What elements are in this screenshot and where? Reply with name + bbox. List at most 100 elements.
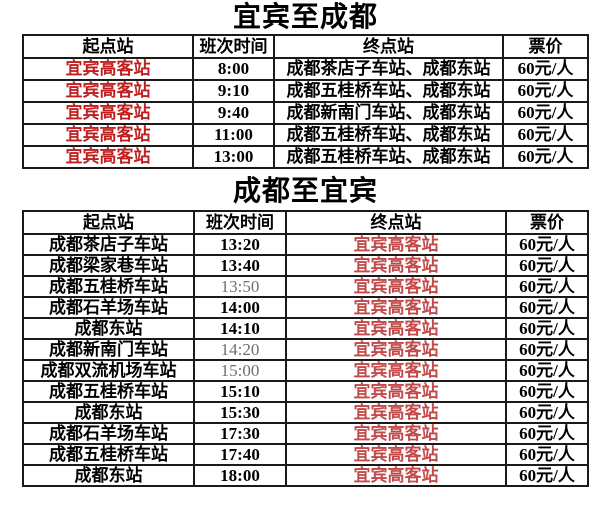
table-row: 成都五桂桥车站 17:40 宜宾高客站 60元/人 (22, 443, 589, 466)
header-destination: 终点站 (285, 210, 507, 235)
time-cell: 9:10 (192, 79, 275, 103)
origin-cell: 成都石羊场车站 (22, 296, 195, 319)
table-row: 宜宾高客站 13:00 成都五桂桥车站、成都东站 60元/人 (22, 145, 589, 169)
price-cell: 60元/人 (505, 296, 589, 319)
table-row: 成都石羊场车站 14:00 宜宾高客站 60元/人 (22, 296, 589, 319)
time-cell: 14:20 (193, 338, 287, 361)
origin-cell: 宜宾高客站 (22, 101, 194, 125)
origin-cell: 成都五桂桥车站 (22, 380, 195, 403)
time-cell: 8:00 (192, 57, 275, 81)
destination-cell: 宜宾高客站 (285, 338, 507, 361)
origin-cell: 成都东站 (22, 464, 195, 487)
destination-cell: 成都五桂桥车站、成都东站 (273, 79, 504, 103)
origin-cell: 宜宾高客站 (22, 57, 194, 81)
table-row: 宜宾高客站 8:00 成都茶店子车站、成都东站 60元/人 (22, 57, 589, 81)
destination-cell: 成都五桂桥车站、成都东站 (273, 145, 504, 169)
destination-cell: 宜宾高客站 (285, 296, 507, 319)
time-cell: 15:10 (193, 380, 287, 403)
origin-cell: 成都梁家巷车站 (22, 254, 195, 277)
price-cell: 60元/人 (502, 79, 589, 103)
origin-cell: 成都石羊场车站 (22, 422, 195, 445)
origin-cell: 成都东站 (22, 317, 195, 340)
price-cell: 60元/人 (505, 380, 589, 403)
origin-cell: 成都新南门车站 (22, 338, 195, 361)
destination-cell: 宜宾高客站 (285, 443, 507, 466)
price-cell: 60元/人 (502, 101, 589, 125)
price-cell: 60元/人 (505, 317, 589, 340)
table-row: 成都东站 15:30 宜宾高客站 60元/人 (22, 401, 589, 424)
header-time: 班次时间 (192, 34, 275, 59)
table-row: 成都五桂桥车站 15:10 宜宾高客站 60元/人 (22, 380, 589, 403)
destination-cell: 宜宾高客站 (285, 422, 507, 445)
destination-cell: 宜宾高客站 (285, 401, 507, 424)
price-cell: 60元/人 (502, 57, 589, 81)
origin-cell: 宜宾高客站 (22, 145, 194, 169)
price-cell: 60元/人 (505, 401, 589, 424)
destination-cell: 成都五桂桥车站、成都东站 (273, 123, 504, 147)
time-cell: 13:40 (193, 254, 287, 277)
schedule-table: 起点站 班次时间 终点站 票价 成都茶店子车站 13:20 宜宾高客站 60元/… (22, 210, 589, 487)
header-row: 起点站 班次时间 终点站 票价 (22, 210, 589, 235)
destination-cell: 宜宾高客站 (285, 275, 507, 298)
destination-cell: 宜宾高客站 (285, 254, 507, 277)
time-cell: 17:30 (193, 422, 287, 445)
time-cell: 15:00 (193, 359, 287, 382)
destination-cell: 宜宾高客站 (285, 464, 507, 487)
header-row: 起点站 班次时间 终点站 票价 (22, 34, 589, 59)
header-destination: 终点站 (273, 34, 504, 59)
price-cell: 60元/人 (505, 338, 589, 361)
table-row: 成都新南门车站 14:20 宜宾高客站 60元/人 (22, 338, 589, 361)
price-cell: 60元/人 (505, 275, 589, 298)
origin-cell: 成都五桂桥车站 (22, 275, 195, 298)
table-row: 宜宾高客站 9:40 成都新南门车站、成都东站 60元/人 (22, 101, 589, 125)
time-cell: 14:00 (193, 296, 287, 319)
header-price: 票价 (505, 210, 589, 235)
table-row: 成都梁家巷车站 13:40 宜宾高客站 60元/人 (22, 254, 589, 277)
schedule-section-chengdu-to-yibin: 成都至宜宾 起点站 班次时间 终点站 票价 成都茶店子车站 13:20 宜宾高客… (0, 169, 611, 487)
origin-cell: 成都五桂桥车站 (22, 443, 195, 466)
schedule-section-yibin-to-chengdu: 宜宾至成都 起点站 班次时间 终点站 票价 宜宾高客站 8:00 成都茶店子车站… (0, 0, 611, 169)
time-cell: 11:00 (192, 123, 275, 147)
section-title: 宜宾至成都 (232, 2, 378, 33)
section-title: 成都至宜宾 (232, 176, 378, 207)
table-row: 宜宾高客站 9:10 成都五桂桥车站、成都东站 60元/人 (22, 79, 589, 103)
time-cell: 13:20 (193, 233, 287, 256)
time-cell: 18:00 (193, 464, 287, 487)
price-cell: 60元/人 (505, 254, 589, 277)
price-cell: 60元/人 (502, 145, 589, 169)
destination-cell: 宜宾高客站 (285, 380, 507, 403)
price-cell: 60元/人 (505, 359, 589, 382)
schedule-table: 起点站 班次时间 终点站 票价 宜宾高客站 8:00 成都茶店子车站、成都东站 … (22, 34, 589, 169)
header-price: 票价 (502, 34, 589, 59)
time-cell: 9:40 (192, 101, 275, 125)
table-row: 成都双流机场车站 15:00 宜宾高客站 60元/人 (22, 359, 589, 382)
origin-cell: 宜宾高客站 (22, 79, 194, 103)
destination-cell: 宜宾高客站 (285, 233, 507, 256)
header-origin: 起点站 (22, 34, 194, 59)
header-time: 班次时间 (193, 210, 287, 235)
time-cell: 13:00 (192, 145, 275, 169)
destination-cell: 宜宾高客站 (285, 317, 507, 340)
time-cell: 14:10 (193, 317, 287, 340)
table-row: 成都东站 14:10 宜宾高客站 60元/人 (22, 317, 589, 340)
destination-cell: 成都新南门车站、成都东站 (273, 101, 504, 125)
origin-cell: 成都茶店子车站 (22, 233, 195, 256)
table-row: 成都五桂桥车站 13:50 宜宾高客站 60元/人 (22, 275, 589, 298)
time-cell: 13:50 (193, 275, 287, 298)
price-cell: 60元/人 (505, 464, 589, 487)
price-cell: 60元/人 (505, 443, 589, 466)
table-row: 成都茶店子车站 13:20 宜宾高客站 60元/人 (22, 233, 589, 256)
table-row: 宜宾高客站 11:00 成都五桂桥车站、成都东站 60元/人 (22, 123, 589, 147)
price-cell: 60元/人 (502, 123, 589, 147)
price-cell: 60元/人 (505, 422, 589, 445)
origin-cell: 成都东站 (22, 401, 195, 424)
table-row: 成都东站 18:00 宜宾高客站 60元/人 (22, 464, 589, 487)
destination-cell: 宜宾高客站 (285, 359, 507, 382)
price-cell: 60元/人 (505, 233, 589, 256)
table-row: 成都石羊场车站 17:30 宜宾高客站 60元/人 (22, 422, 589, 445)
header-origin: 起点站 (22, 210, 195, 235)
time-cell: 15:30 (193, 401, 287, 424)
time-cell: 17:40 (193, 443, 287, 466)
origin-cell: 成都双流机场车站 (22, 359, 195, 382)
